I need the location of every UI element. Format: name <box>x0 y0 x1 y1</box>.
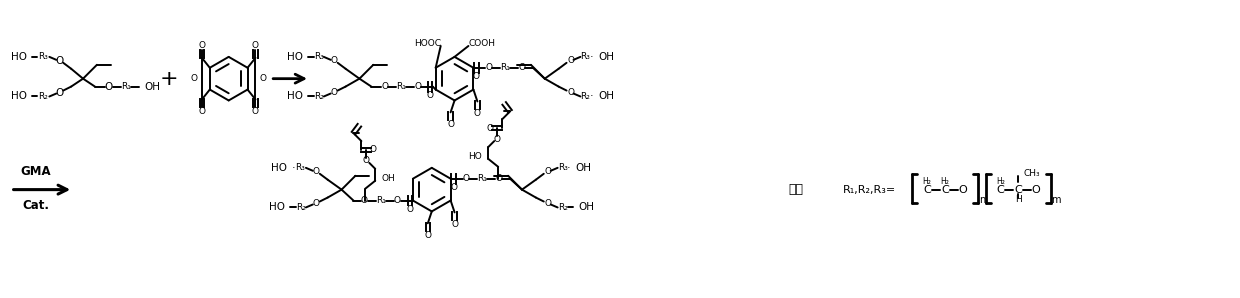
Text: O: O <box>370 145 377 154</box>
Text: O: O <box>518 63 526 72</box>
Text: O: O <box>450 183 458 192</box>
Text: O: O <box>252 41 259 50</box>
Text: O: O <box>959 185 967 195</box>
Text: O: O <box>544 167 552 176</box>
Text: COOH: COOH <box>469 40 496 49</box>
Text: n: n <box>980 195 986 204</box>
Text: ·: · <box>567 163 570 173</box>
Text: C: C <box>997 185 1004 195</box>
Text: ·: · <box>589 91 593 102</box>
Text: GMA: GMA <box>20 165 51 178</box>
Text: R₂: R₂ <box>314 92 324 101</box>
Text: O: O <box>393 196 401 205</box>
Text: R₃: R₃ <box>558 163 568 172</box>
Text: HO: HO <box>11 52 26 62</box>
Text: O: O <box>312 199 320 208</box>
Text: HO: HO <box>286 91 303 102</box>
Text: O: O <box>487 124 494 133</box>
Text: O: O <box>414 82 422 91</box>
Text: O: O <box>474 109 481 118</box>
Text: OH: OH <box>578 202 594 212</box>
Text: 其中: 其中 <box>789 183 804 196</box>
Text: O: O <box>427 91 433 100</box>
Text: O: O <box>330 88 337 97</box>
Text: OH: OH <box>598 91 614 102</box>
Text: O: O <box>496 174 502 183</box>
Text: R₂: R₂ <box>580 92 590 101</box>
Text: O: O <box>330 56 337 65</box>
Text: HO: HO <box>272 163 288 173</box>
Text: R₁: R₁ <box>396 82 405 91</box>
Text: O: O <box>448 120 454 129</box>
Text: Cat.: Cat. <box>22 199 50 212</box>
Text: R₂: R₂ <box>38 92 48 101</box>
Text: O: O <box>407 205 413 214</box>
Text: H₂: H₂ <box>923 177 931 186</box>
Text: O: O <box>104 82 113 91</box>
Text: O: O <box>567 88 574 97</box>
Text: O: O <box>363 156 370 165</box>
Text: O: O <box>260 74 267 83</box>
Text: H₂: H₂ <box>996 177 1004 186</box>
Text: OH: OH <box>598 52 614 62</box>
Text: R₁: R₁ <box>477 174 487 183</box>
Text: O: O <box>198 41 206 50</box>
Text: O: O <box>494 135 501 144</box>
Text: ·: · <box>589 52 593 62</box>
Text: HO: HO <box>269 202 285 212</box>
Text: H: H <box>1014 195 1022 204</box>
Text: ·: · <box>293 163 296 173</box>
Text: O: O <box>312 167 320 176</box>
Text: O: O <box>567 56 574 65</box>
Text: O: O <box>382 82 388 91</box>
Text: O: O <box>486 63 492 72</box>
Text: O: O <box>463 174 470 183</box>
Text: O: O <box>424 231 432 240</box>
Text: R₂: R₂ <box>558 203 568 212</box>
Text: O: O <box>252 107 259 116</box>
Text: O: O <box>198 107 206 116</box>
Text: C: C <box>924 185 931 195</box>
Text: C: C <box>941 185 949 195</box>
Text: R₃: R₃ <box>314 52 324 61</box>
Text: +: + <box>160 69 179 89</box>
Text: O: O <box>472 72 480 81</box>
Text: O: O <box>544 199 552 208</box>
Text: m: m <box>1052 195 1060 204</box>
Text: OH: OH <box>381 174 396 183</box>
Text: O: O <box>361 196 368 205</box>
Text: R₁: R₁ <box>500 63 510 72</box>
Text: O: O <box>451 220 458 229</box>
Text: OH: OH <box>575 163 591 173</box>
Text: HOOC: HOOC <box>414 40 440 49</box>
Text: R₃: R₃ <box>295 163 305 172</box>
Text: R₃: R₃ <box>38 52 48 61</box>
Text: C: C <box>1014 185 1022 195</box>
Text: R₂: R₂ <box>296 203 306 212</box>
Text: O: O <box>55 56 63 66</box>
Text: O: O <box>55 88 63 97</box>
Text: HO: HO <box>469 152 482 162</box>
Text: R₁: R₁ <box>376 196 386 205</box>
Text: HO: HO <box>11 91 26 102</box>
Text: O: O <box>191 74 197 83</box>
Text: OH: OH <box>145 82 160 91</box>
Text: HO: HO <box>286 52 303 62</box>
Text: CH₃: CH₃ <box>1023 169 1040 178</box>
Text: H₂: H₂ <box>940 177 950 186</box>
Text: O: O <box>1032 185 1040 195</box>
Text: R₁: R₁ <box>120 82 130 91</box>
Text: R₁,R₂,R₃=: R₁,R₂,R₃= <box>843 185 897 195</box>
Text: R₃: R₃ <box>580 52 590 61</box>
